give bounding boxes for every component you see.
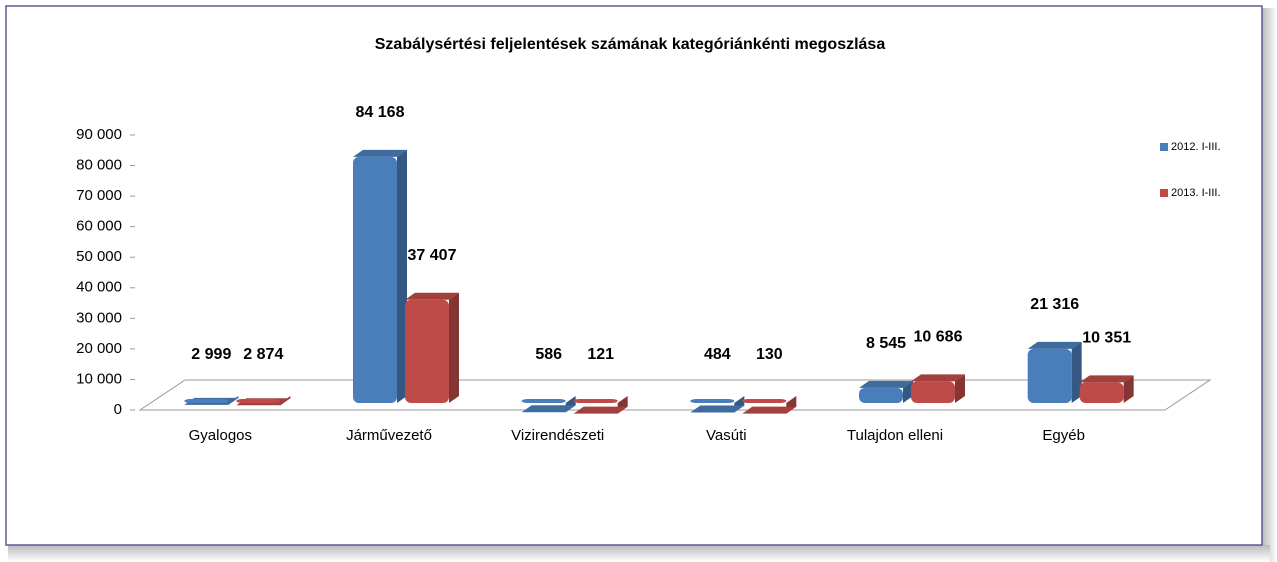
bar bbox=[911, 381, 955, 403]
value-label: 130 bbox=[756, 346, 783, 363]
value-label: 484 bbox=[704, 346, 731, 363]
value-label: 21 316 bbox=[1030, 296, 1079, 313]
x-tick-label: Egyéb bbox=[1042, 427, 1085, 444]
legend-label: 2013. I-III. bbox=[1171, 187, 1221, 199]
y-tick-label: 50 000 bbox=[76, 248, 122, 265]
frame-shadow bbox=[8, 545, 1270, 562]
y-tick-label: 10 000 bbox=[76, 370, 122, 387]
value-label: 586 bbox=[535, 346, 562, 363]
bar-side bbox=[1071, 341, 1082, 403]
bar-top bbox=[690, 405, 745, 413]
bar bbox=[859, 387, 903, 403]
value-label: 84 168 bbox=[356, 104, 405, 121]
y-tick-label: 80 000 bbox=[76, 157, 122, 174]
bar-side bbox=[397, 149, 407, 403]
bar-top bbox=[1079, 375, 1134, 383]
value-label: 10 351 bbox=[1082, 330, 1131, 347]
bar bbox=[405, 299, 449, 403]
x-tick-label: Gyalogos bbox=[189, 427, 252, 444]
value-label: 2 874 bbox=[243, 346, 283, 363]
frame bbox=[5, 5, 1263, 546]
bar bbox=[690, 399, 735, 403]
bar-top bbox=[742, 406, 797, 414]
bar bbox=[353, 156, 397, 403]
x-tick-label: Vasúti bbox=[706, 427, 747, 444]
y-tick-label: 20 000 bbox=[76, 340, 122, 357]
bar bbox=[573, 399, 618, 403]
bar-top bbox=[573, 406, 628, 414]
bar bbox=[236, 399, 281, 403]
legend-swatch bbox=[1160, 189, 1168, 197]
y-tick-label: 40 000 bbox=[76, 279, 122, 296]
value-label: 121 bbox=[587, 346, 614, 363]
bar-top bbox=[521, 405, 576, 413]
bar bbox=[1027, 348, 1072, 403]
bar-side bbox=[1123, 375, 1134, 403]
bar-top bbox=[353, 149, 407, 157]
bar bbox=[521, 399, 566, 403]
bar bbox=[1079, 382, 1124, 403]
bar bbox=[184, 399, 229, 403]
bar-top bbox=[911, 374, 965, 382]
value-label: 10 686 bbox=[914, 329, 963, 346]
legend-label: 2012. I-III. bbox=[1171, 141, 1221, 153]
value-label: 8 545 bbox=[866, 335, 906, 352]
bar bbox=[742, 399, 787, 403]
value-label: 37 407 bbox=[408, 247, 457, 264]
y-tick-label: 0 bbox=[114, 401, 122, 418]
bar-side bbox=[955, 374, 965, 403]
bar-top bbox=[405, 292, 459, 300]
chart-title: Szabálysértési feljelentések számának ka… bbox=[375, 36, 886, 53]
y-tick-label: 60 000 bbox=[76, 218, 122, 235]
legend-swatch bbox=[1160, 143, 1168, 151]
frame-shadow bbox=[1262, 8, 1277, 562]
bar-top bbox=[859, 380, 913, 388]
y-tick-label: 90 000 bbox=[76, 126, 122, 143]
bar-top bbox=[1027, 341, 1082, 349]
x-tick-label: Tulajdon elleni bbox=[847, 427, 943, 444]
value-label: 2 999 bbox=[191, 346, 231, 363]
x-tick-label: Vizirendészeti bbox=[511, 427, 604, 444]
y-tick-label: 70 000 bbox=[76, 187, 122, 204]
bar-side bbox=[449, 292, 459, 403]
bar-side bbox=[903, 380, 913, 403]
y-tick-label: 30 000 bbox=[76, 309, 122, 326]
x-tick-label: Járművezető bbox=[346, 427, 432, 444]
